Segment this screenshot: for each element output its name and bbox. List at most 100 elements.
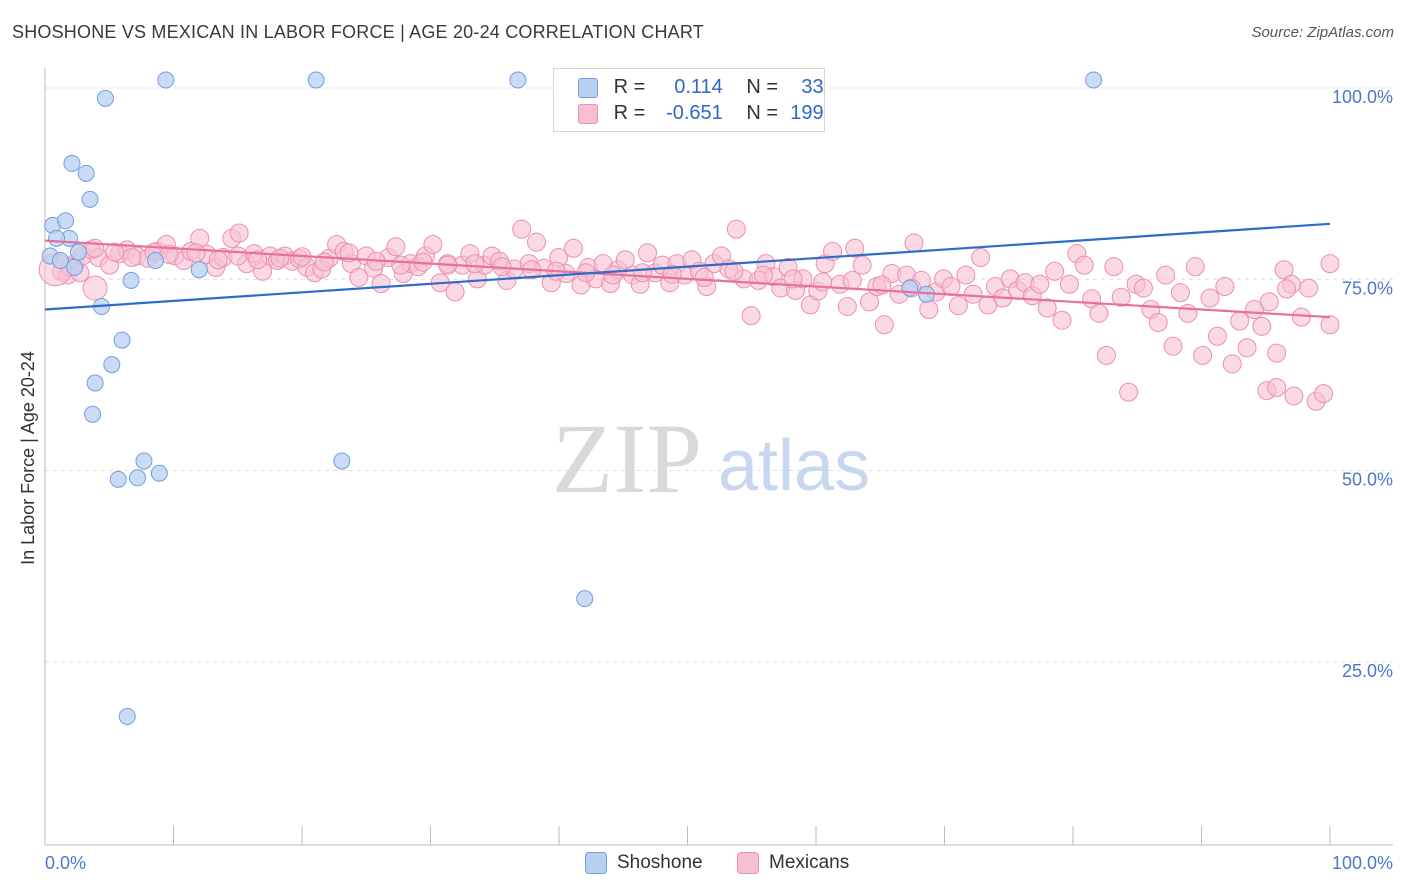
mexicans-point — [208, 250, 228, 270]
mexicans-point — [724, 261, 744, 281]
mexicans-point — [726, 219, 746, 239]
mexicans-point — [1299, 278, 1319, 298]
mexicans-point — [1230, 311, 1250, 331]
legend-n-label: N = — [746, 102, 779, 124]
shoshone-point — [81, 190, 99, 208]
mexicans-point — [1037, 298, 1057, 318]
shoshone-point — [901, 279, 919, 297]
mexicans-point — [314, 252, 334, 272]
mexicans-point — [512, 219, 532, 239]
mexicans-point — [563, 238, 583, 258]
mexicans-point — [1045, 261, 1065, 281]
mexicans-point — [1320, 254, 1340, 274]
mexicans-point — [1096, 345, 1116, 365]
shoshone-point — [69, 243, 87, 261]
mexicans-point — [1104, 257, 1124, 277]
bottom-legend-swatch-mexicans — [737, 852, 759, 874]
mexicans-point — [423, 234, 443, 254]
y-tick-label: 75.0% — [1342, 278, 1393, 298]
mexicans-point — [1314, 384, 1334, 404]
shoshone-point — [48, 229, 66, 247]
mexicans-point — [82, 275, 108, 301]
mexicans-point — [1059, 274, 1079, 294]
mexicans-points — [38, 219, 1340, 411]
mexicans-point — [465, 254, 485, 274]
shoshone-points — [41, 71, 1103, 725]
bottom-legend-mexicans: Mexicans — [737, 852, 849, 874]
bottom-legend: Shoshone Mexicans — [0, 852, 1406, 878]
legend-swatch-shoshone — [578, 77, 598, 98]
mexicans-point — [1030, 274, 1050, 294]
mexicans-point — [948, 296, 968, 316]
mexicans-point — [371, 273, 391, 293]
mexicans-point — [1267, 378, 1287, 398]
y-tick-label: 50.0% — [1342, 470, 1393, 490]
mexicans-point — [842, 270, 862, 290]
mexicans-point — [874, 315, 894, 335]
legend-row-shoshone: R = 0.114 N = 33 — [578, 76, 824, 100]
mexicans-point — [1193, 345, 1213, 365]
watermark-atlas: atlas — [718, 426, 870, 506]
shoshone-point — [147, 252, 165, 270]
mexicans-point — [845, 238, 865, 258]
mexicans-point — [753, 265, 773, 285]
shoshone-point — [109, 470, 127, 488]
mexicans-point — [741, 306, 761, 326]
mexicans-point — [904, 233, 924, 253]
mexicans-point — [1119, 382, 1139, 402]
legend-r-label: R = — [613, 76, 646, 98]
axes — [44, 68, 1393, 846]
y-tick-label: 25.0% — [1342, 661, 1393, 681]
shoshone-point — [509, 71, 527, 89]
shoshone-point — [51, 252, 69, 270]
mexicans-point — [1277, 279, 1297, 299]
legend-row-mexicans: R = -0.651 N = 199 — [578, 102, 824, 126]
shoshone-point — [333, 452, 351, 470]
shoshone-point — [96, 89, 114, 107]
mexicans-point — [526, 232, 546, 252]
bottom-legend-swatch-shoshone — [585, 852, 607, 874]
mexicans-point — [783, 269, 803, 289]
legend-swatch-mexicans — [578, 103, 598, 124]
mexicans-point — [1200, 288, 1220, 308]
shoshone-point — [63, 154, 81, 172]
legend-n-label: N = — [746, 76, 779, 98]
mexicans-point — [1111, 287, 1131, 307]
mexicans-point — [1178, 303, 1198, 323]
mexicans-point — [1237, 338, 1257, 358]
shoshone-point — [307, 71, 325, 89]
watermark-zip: ZIP — [552, 403, 702, 514]
tick-labels: 100.0% 75.0% 50.0% 25.0% 0.0% 100.0% — [45, 87, 1393, 873]
shoshone-point — [122, 271, 140, 289]
mexicans-point — [386, 237, 406, 257]
mexicans-point — [1284, 386, 1304, 406]
mexicans-point — [1185, 257, 1205, 277]
shoshone-point — [150, 464, 168, 482]
mexicans-point — [919, 300, 939, 319]
mexicans-point — [1207, 326, 1227, 346]
mexicans-point — [852, 255, 872, 275]
x-tick-label: 0.0% — [45, 853, 86, 873]
mexicans-point — [837, 296, 857, 316]
shoshone-point — [1085, 71, 1103, 89]
mexicans-point — [1222, 354, 1242, 374]
mexicans-point — [349, 267, 369, 287]
mexicans-point — [85, 238, 105, 258]
legend: R = 0.114 N = 33 R = -0.651 N = 199 — [553, 68, 825, 132]
bottom-legend-label-shoshone: Shoshone — [617, 852, 703, 874]
legend-r-value: 0.114 — [674, 76, 723, 98]
watermark: ZIP atlas — [552, 403, 870, 514]
shoshone-point — [576, 590, 594, 608]
shoshone-point — [190, 261, 208, 279]
mexicans-point — [228, 246, 248, 266]
mexicans-point — [229, 223, 249, 243]
mexicans-point — [1320, 315, 1340, 335]
grid-lines — [45, 87, 1393, 663]
mexicans-point — [186, 243, 206, 263]
shoshone-point — [113, 331, 131, 349]
mexicans-point — [941, 277, 961, 297]
mexicans-point — [248, 250, 268, 270]
mexicans-point — [1170, 283, 1190, 303]
mexicans-point — [1089, 303, 1109, 323]
